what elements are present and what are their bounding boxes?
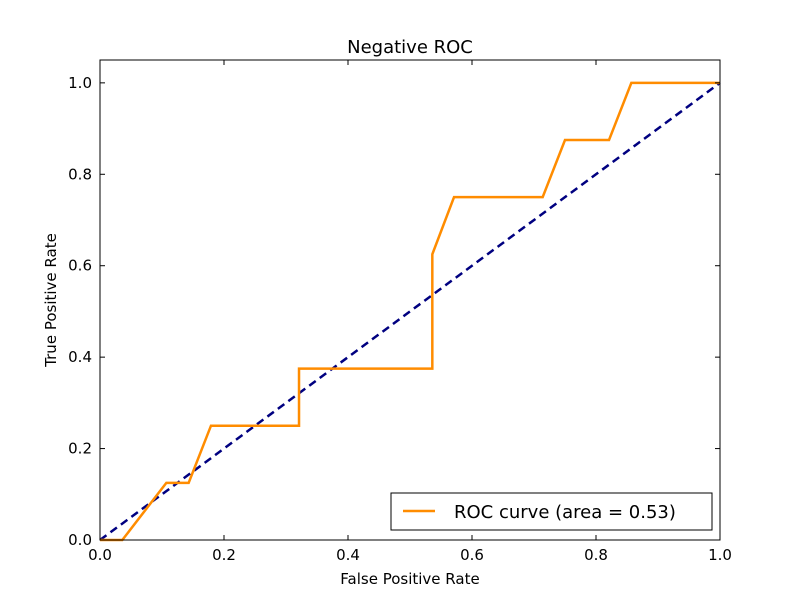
legend-box — [390, 492, 713, 531]
y-tick-label: 0.2 — [68, 440, 92, 458]
legend-label-roc-curve: ROC curve (area = 0.53) — [454, 502, 676, 523]
diagonal-reference-line — [99, 81, 721, 542]
y-tick-label: 0.0 — [68, 531, 92, 549]
plot-frame — [99, 59, 721, 541]
x-tick-label: 0.8 — [584, 546, 608, 564]
x-tick-label: 0.4 — [336, 546, 360, 564]
legend: ROC curve (area = 0.53) — [390, 492, 713, 531]
plot-area — [100, 60, 720, 540]
y-tick-label: 0.8 — [68, 165, 92, 183]
y-axis-label: True Positive Rate — [42, 233, 60, 368]
roc-curve-line — [100, 81, 720, 542]
x-tick-label: 0.2 — [212, 546, 236, 564]
y-tick-label: 0.6 — [68, 257, 92, 275]
y-tick-label: 0.4 — [68, 348, 92, 366]
x-tick-label: 1.0 — [708, 546, 732, 564]
x-tick-label: 0.0 — [88, 546, 112, 564]
y-tick-label: 1.0 — [68, 74, 92, 92]
chart-title: Negative ROC — [347, 37, 473, 58]
x-axis-label: False Positive Rate — [340, 570, 479, 588]
x-tick-label: 0.6 — [460, 546, 484, 564]
